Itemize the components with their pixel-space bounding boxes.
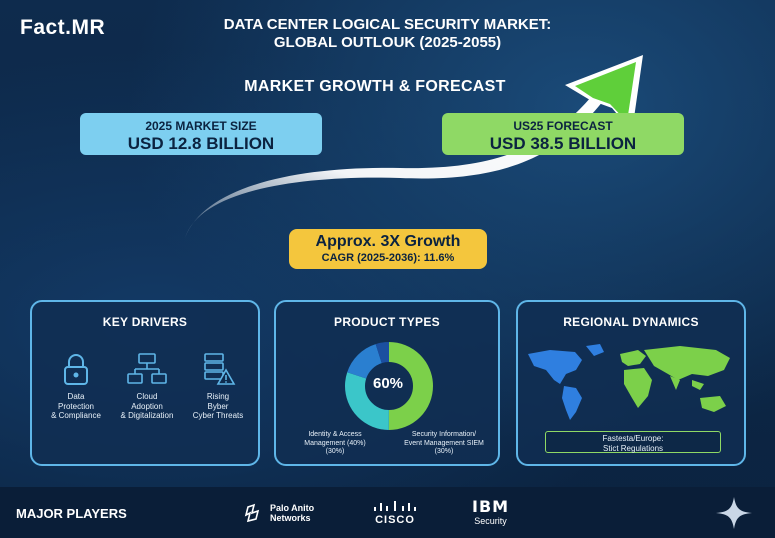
market-size-label: 2025 MARKET SIZE <box>145 119 257 133</box>
cisco-bars-icon <box>374 501 416 511</box>
market-size-badge: 2025 MARKET SIZE USD 12.8 BILLION <box>80 113 322 155</box>
region-note-line: Stict Regulations <box>602 443 664 453</box>
label-line: Event Management SIEM <box>404 439 484 447</box>
cloud-network-icon <box>127 353 167 384</box>
donut-slice-teal <box>345 342 433 430</box>
donut-chart <box>345 342 433 430</box>
section-subtitle: MARKET GROWTH & FORECAST <box>244 78 506 95</box>
palo-line: Palo Anito <box>270 503 315 513</box>
region-note: Fastesta/Europe: Stict Regulations <box>545 431 721 453</box>
donut-center-value: 60% <box>372 375 404 392</box>
key-drivers-title: KEY DRIVERS <box>102 315 188 329</box>
regional-dynamics-title: REGIONAL DYNAMICS <box>563 315 699 329</box>
label-line: (30%) <box>434 448 454 455</box>
donut-label-right: Security Information/ Event Management S… <box>394 431 494 457</box>
fact-mr-logo: Fact.MR <box>20 16 106 39</box>
forecast-value: USD 38.5 BILLION <box>489 134 637 153</box>
regional-dynamics-panel: REGIONAL DYNAMICS Fastesta/Europe: Stict… <box>516 300 746 466</box>
region-note-line: Fastesta/Europe: <box>602 434 664 443</box>
driver-line: & Compliance <box>51 411 101 420</box>
title-line-1: DATA CENTER LOGICAL SECURITY MARKET: <box>223 16 552 33</box>
ibm-text: IBM <box>472 497 510 516</box>
driver-line: Cyber Threats <box>192 411 244 420</box>
padlock-icon <box>64 354 88 385</box>
label-line: Management (40%) <box>304 439 366 447</box>
driver-line: Data <box>67 392 85 401</box>
growth-cagr: CAGR (2025-2036): 11.6% <box>321 252 455 264</box>
driver-item: Rising Byber Cyber Threats <box>182 352 254 421</box>
map-north-america <box>528 350 582 384</box>
map-africa <box>624 368 652 408</box>
palo-alto-logo: Palo Anito Networks <box>244 503 314 523</box>
driver-line: Byber <box>207 401 229 411</box>
cisco-text: CISCO <box>375 514 415 526</box>
page-title: DATA CENTER LOGICAL SECURITY MARKET: GLO… <box>195 16 580 52</box>
label-line: (30%) <box>325 448 345 455</box>
server-warning-icon <box>204 353 236 385</box>
driver-line: Rising <box>206 392 230 401</box>
growth-headline: Approx. 3X Growth <box>315 233 461 250</box>
driver-line: Protection <box>57 401 95 411</box>
driver-line: & Digitalization <box>120 411 174 420</box>
footer-bar: MAJOR PLAYERS Palo Anito Networks CISCO … <box>0 487 775 538</box>
product-types-panel: PRODUCT TYPES 60% Identity & Access Mana… <box>274 300 500 466</box>
donut-label-left: Identity & Access Management (40%) (30%) <box>294 431 376 457</box>
forecast-badge: US25 FORECAST USD 38.5 BILLION <box>442 113 684 155</box>
forecast-label: US25 FORECAST <box>513 119 613 133</box>
label-line: Identity & Access <box>308 431 362 438</box>
map-australia <box>700 396 726 412</box>
title-line-2: GLOBAL OUTLOUK (2025-2055) <box>273 34 502 51</box>
major-players-label: MAJOR PLAYERS <box>16 506 127 521</box>
map-greenland <box>586 344 604 356</box>
map-south-america <box>562 386 582 420</box>
product-types-title: PRODUCT TYPES <box>334 315 440 329</box>
donut-slice-navy <box>345 342 433 430</box>
key-drivers-panel: KEY DRIVERS Data Protection & Compliance… <box>30 300 260 466</box>
market-size-value: USD 12.8 BILLION <box>127 134 275 153</box>
driver-item: Cloud Adoption & Digitalization <box>111 352 183 421</box>
driver-line: Cloud <box>136 392 158 401</box>
map-south-asia <box>670 376 704 390</box>
ibm-sub-text: Security <box>474 516 507 526</box>
palo-alto-mark-icon <box>244 503 260 523</box>
world-map <box>528 344 730 420</box>
label-line: Security Information/ <box>411 431 477 438</box>
cisco-logo: CISCO <box>372 501 418 526</box>
palo-line: Networks <box>270 513 311 523</box>
ibm-security-logo: IBM Security <box>472 497 509 526</box>
driver-line: Adoption <box>131 401 163 411</box>
driver-item: Data Protection & Compliance <box>40 352 112 421</box>
growth-badge: Approx. 3X Growth CAGR (2025-2036): 11.6… <box>289 229 487 269</box>
sparkle-icon <box>716 497 752 529</box>
map-asia <box>644 346 730 380</box>
map-europe <box>620 350 646 366</box>
